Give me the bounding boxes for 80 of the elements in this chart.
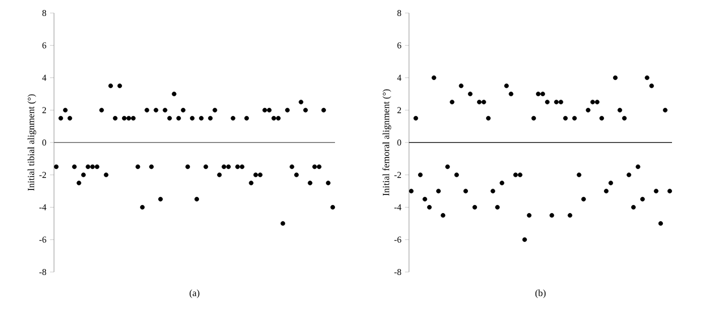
point (432, 75, 436, 80)
point (408, 188, 414, 194)
point (418, 172, 423, 178)
y-tick-label: -8 (39, 268, 46, 276)
point (518, 172, 522, 178)
point (445, 164, 450, 170)
point (486, 116, 491, 121)
point (662, 108, 668, 112)
point (622, 116, 627, 121)
y-tick-label: 6 (42, 42, 46, 48)
point (618, 108, 622, 112)
point (576, 172, 582, 178)
point (558, 100, 564, 104)
y-axis-title: Initial femoral alignment (°) (382, 89, 392, 196)
point (649, 84, 654, 88)
point (495, 204, 500, 210)
y-tick-label: -6 (39, 236, 46, 243)
y-tick-label: 8 (42, 10, 46, 16)
point (599, 116, 604, 121)
point (504, 84, 509, 88)
point (586, 108, 590, 112)
point (454, 172, 459, 178)
y-tick-label: 0 (42, 139, 46, 146)
point (500, 180, 504, 186)
point (654, 188, 658, 194)
point (422, 196, 428, 202)
y-tick-label: -8 (394, 268, 402, 276)
x-axis-title: (b) (535, 290, 546, 298)
y-tick-label: -2 (39, 172, 46, 178)
point (472, 204, 478, 210)
y-tick-label: 4 (397, 74, 402, 81)
y-tick-label: 2 (42, 107, 46, 114)
point (458, 84, 464, 88)
point (440, 213, 446, 218)
point (513, 172, 518, 178)
point (468, 92, 473, 96)
point (508, 92, 514, 96)
point (526, 213, 532, 218)
point (604, 188, 609, 194)
point (522, 237, 527, 242)
point (626, 172, 632, 178)
y-tick-label: -6 (394, 236, 402, 243)
point (608, 180, 614, 186)
point (436, 188, 441, 194)
y-tick-label: -4 (39, 204, 46, 210)
point (463, 188, 468, 194)
point (482, 100, 486, 104)
point (658, 221, 663, 226)
x-axis-title: (a) (190, 290, 200, 298)
point (667, 188, 672, 194)
y-tick-label: 8 (397, 10, 402, 16)
y-tick-label: -2 (394, 172, 401, 178)
point (636, 164, 640, 170)
point (450, 100, 454, 104)
point (414, 116, 418, 121)
point (545, 100, 550, 104)
y-tick-label: 6 (397, 42, 402, 48)
point (554, 100, 559, 104)
y-tick-label: 2 (397, 107, 401, 114)
point (640, 196, 645, 202)
point (568, 213, 572, 218)
y-tick-label: 4 (42, 74, 46, 81)
point (631, 204, 636, 210)
point (644, 75, 650, 80)
y-tick-label: -4 (394, 204, 402, 210)
point (476, 100, 482, 104)
point (590, 100, 595, 104)
point (563, 116, 568, 121)
point (427, 204, 432, 210)
point (594, 100, 600, 104)
point (490, 188, 496, 194)
y-axis-title: Initial tibial alignment (°) (28, 94, 36, 191)
point (550, 213, 554, 218)
point (581, 196, 586, 202)
point (531, 116, 536, 121)
point (572, 116, 577, 121)
point (613, 75, 618, 80)
y-tick-label: 0 (397, 139, 402, 146)
point (540, 92, 546, 96)
point (536, 92, 541, 96)
